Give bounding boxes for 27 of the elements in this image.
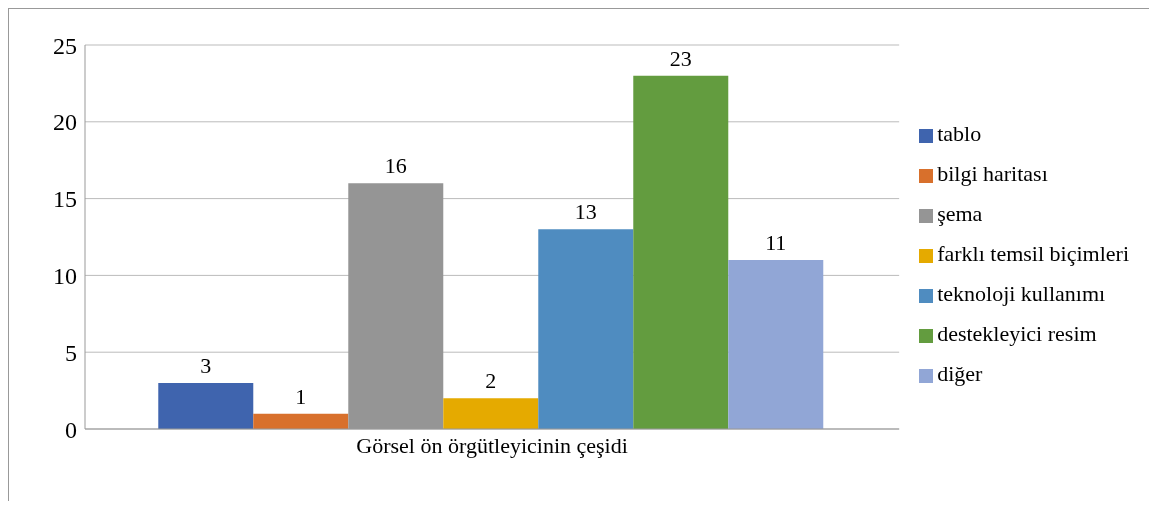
data-label: 11 <box>765 230 787 256</box>
x-tick-label: Görsel ön örgütleyicinin çeşidi <box>356 432 628 458</box>
y-tick-label: 5 <box>65 339 77 366</box>
data-label: 1 <box>295 383 307 409</box>
y-tick-label: 15 <box>53 186 77 213</box>
y-tick-label: 20 <box>53 109 77 136</box>
legend-label: teknoloji kullanımı <box>937 281 1106 306</box>
y-tick-label: 0 <box>65 416 77 443</box>
bar <box>253 413 349 429</box>
bar <box>633 75 729 429</box>
legend-label: destekleyici resim <box>937 321 1097 346</box>
legend-label: tablo <box>937 121 982 146</box>
data-label: 3 <box>200 352 212 378</box>
data-label: 16 <box>384 153 407 179</box>
data-label: 23 <box>669 45 692 71</box>
bar <box>443 398 539 429</box>
legend-label: farklı temsil biçimleri <box>937 241 1129 266</box>
legend-label: bilgi haritası <box>937 161 1048 186</box>
data-label: 13 <box>574 199 597 225</box>
bar <box>538 229 634 429</box>
data-label: 2 <box>485 368 497 394</box>
legend-label: şema <box>937 201 983 226</box>
legend-label: diğer <box>937 361 983 386</box>
bar <box>158 382 254 429</box>
y-tick-label: 10 <box>53 262 77 289</box>
y-tick-label: 25 <box>53 32 77 59</box>
bar <box>728 260 824 429</box>
